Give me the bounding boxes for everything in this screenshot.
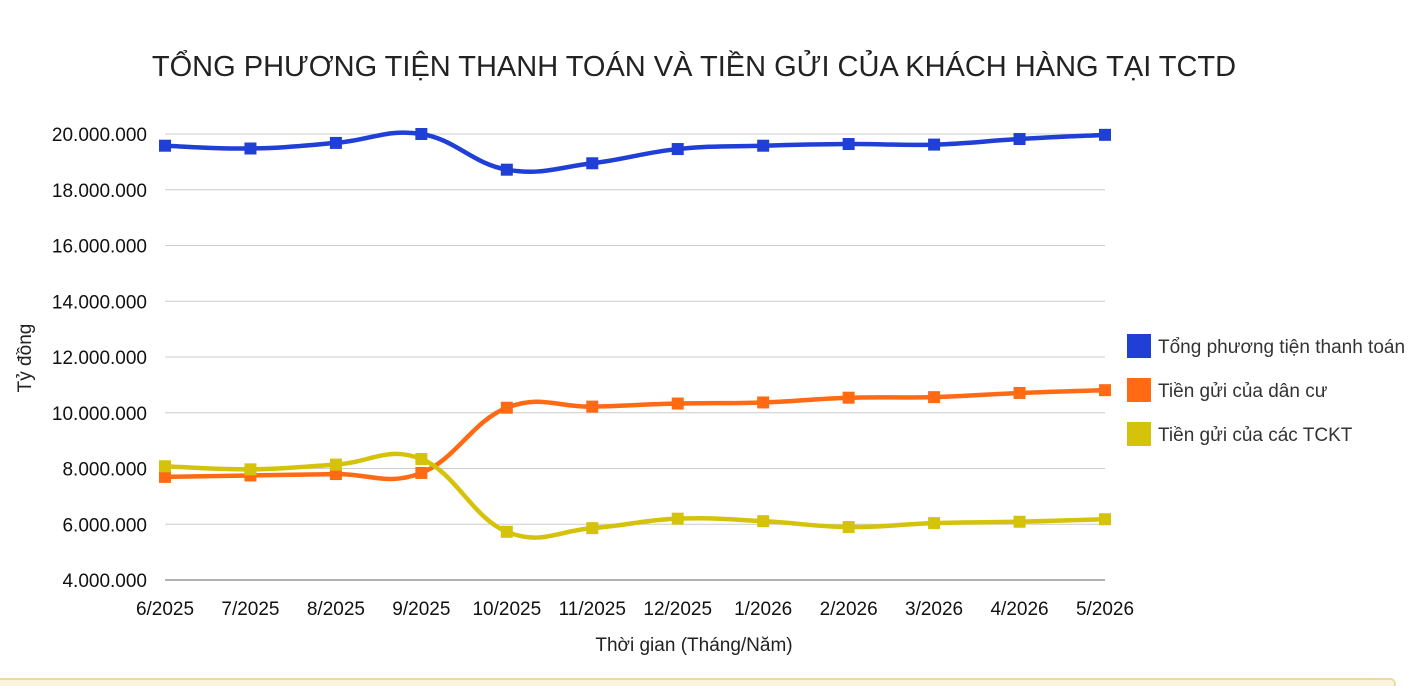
legend-label: Tiền gửi của dân cư bbox=[1158, 381, 1328, 402]
legend-label: Tiền gửi của các TCKT bbox=[1158, 425, 1353, 446]
legend-swatch bbox=[1127, 422, 1151, 446]
series-1 bbox=[159, 128, 1111, 176]
x-tick-label: 4/2026 bbox=[990, 599, 1048, 620]
data-point-marker[interactable] bbox=[244, 142, 257, 155]
legend-label: Tổng phương tiện thanh toán bbox=[1158, 337, 1405, 358]
x-tick-label: 12/2025 bbox=[643, 599, 712, 620]
data-point-marker[interactable] bbox=[1099, 513, 1111, 526]
series-line bbox=[162, 387, 1108, 482]
data-point-marker[interactable] bbox=[415, 128, 428, 140]
x-tick-label: 2/2026 bbox=[820, 599, 878, 620]
data-point-marker[interactable] bbox=[329, 136, 342, 149]
data-point-marker[interactable] bbox=[671, 143, 684, 156]
data-point-marker[interactable] bbox=[757, 515, 770, 528]
data-point-marker[interactable] bbox=[1013, 133, 1026, 146]
legend-swatch bbox=[1127, 378, 1151, 402]
y-tick-label: 4.000.000 bbox=[62, 571, 147, 592]
x-tick-label: 7/2025 bbox=[221, 599, 279, 620]
data-point-marker[interactable] bbox=[415, 453, 428, 466]
data-point-marker[interactable] bbox=[159, 139, 171, 152]
data-point-marker[interactable] bbox=[244, 463, 257, 476]
series-line bbox=[162, 451, 1108, 540]
x-axis-tick-labels: 6/2025 7/2025 8/2025 9/2025 10/2025 11/2025 12… bbox=[136, 599, 1134, 620]
data-point-marker[interactable] bbox=[159, 470, 171, 483]
series-2 bbox=[159, 384, 1111, 483]
series-3 bbox=[159, 451, 1111, 540]
y-tick-label: 16.000.000 bbox=[52, 237, 147, 258]
data-point-marker[interactable] bbox=[842, 138, 855, 151]
data-point-marker[interactable] bbox=[244, 469, 257, 482]
data-point-marker[interactable] bbox=[586, 157, 599, 170]
x-tick-label: 10/2025 bbox=[472, 599, 541, 620]
data-point-marker[interactable] bbox=[671, 512, 684, 525]
x-tick-label: 5/2026 bbox=[1076, 599, 1134, 620]
data-point-marker[interactable] bbox=[842, 521, 855, 534]
data-point-marker[interactable] bbox=[159, 460, 171, 473]
data-point-marker[interactable] bbox=[1013, 386, 1026, 399]
legend-item[interactable]: Tiền gửi của các TCKT bbox=[1127, 422, 1353, 446]
data-point-marker[interactable] bbox=[671, 397, 684, 410]
grid-layer bbox=[165, 133, 1105, 581]
y-axis-title: Tỷ đồng bbox=[15, 324, 36, 393]
data-point-marker[interactable] bbox=[928, 517, 941, 530]
legend: Tổng phương tiện thanh toán Tiền gửi của … bbox=[1127, 334, 1405, 446]
y-tick-label: 12.000.000 bbox=[52, 348, 147, 369]
series-line bbox=[162, 130, 1108, 174]
data-point-marker[interactable] bbox=[1013, 515, 1026, 528]
y-tick-label: 20.000.000 bbox=[52, 125, 147, 146]
x-tick-label: 3/2026 bbox=[905, 599, 963, 620]
data-point-marker[interactable] bbox=[329, 458, 342, 471]
y-tick-label: 14.000.000 bbox=[52, 292, 147, 313]
bottom-panel-edge bbox=[0, 678, 1396, 686]
data-point-marker[interactable] bbox=[500, 163, 513, 176]
y-axis-tick-labels: 4.000.000 6.000.000 8.000.000 10.000.000 12.… bbox=[52, 125, 147, 592]
legend-item[interactable]: Tiền gửi của dân cư bbox=[1127, 378, 1328, 402]
chart-title: TỔNG PHƯƠNG TIỆN THANH TOÁN VÀ TIỀN GỬI … bbox=[152, 49, 1236, 83]
y-tick-label: 10.000.000 bbox=[52, 404, 147, 425]
x-tick-label: 11/2025 bbox=[559, 599, 626, 620]
data-point-marker[interactable] bbox=[1099, 384, 1111, 397]
x-tick-label: 8/2025 bbox=[307, 599, 365, 620]
data-point-marker[interactable] bbox=[586, 400, 599, 413]
y-tick-label: 8.000.000 bbox=[62, 460, 147, 481]
legend-swatch bbox=[1127, 334, 1151, 358]
legend-item[interactable]: Tổng phương tiện thanh toán bbox=[1127, 334, 1405, 358]
data-point-marker[interactable] bbox=[757, 396, 770, 409]
data-point-marker[interactable] bbox=[757, 139, 770, 152]
data-point-marker[interactable] bbox=[842, 391, 855, 404]
data-point-marker[interactable] bbox=[500, 525, 513, 538]
data-point-marker[interactable] bbox=[329, 468, 342, 481]
x-tick-label: 6/2025 bbox=[136, 599, 194, 620]
data-point-marker[interactable] bbox=[586, 522, 599, 535]
data-point-marker[interactable] bbox=[415, 466, 428, 479]
data-point-marker[interactable] bbox=[1099, 128, 1111, 141]
x-tick-label: 9/2025 bbox=[392, 599, 450, 620]
y-tick-label: 6.000.000 bbox=[62, 515, 147, 536]
y-tick-label: 18.000.000 bbox=[52, 181, 147, 202]
data-point-marker[interactable] bbox=[928, 138, 941, 151]
series-layer bbox=[159, 128, 1111, 540]
x-tick-label: 1/2026 bbox=[734, 599, 792, 620]
data-point-marker[interactable] bbox=[500, 401, 513, 414]
data-point-marker[interactable] bbox=[928, 391, 941, 404]
x-axis-title: Thời gian (Tháng/Năm) bbox=[595, 635, 792, 656]
